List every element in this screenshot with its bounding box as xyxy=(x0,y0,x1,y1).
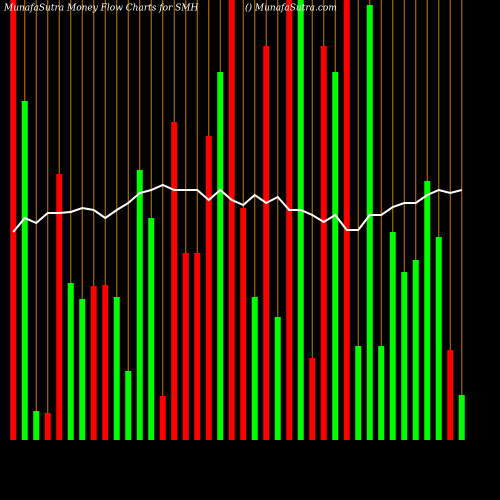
bar xyxy=(21,101,28,440)
bar xyxy=(44,413,51,440)
bar xyxy=(378,346,385,440)
bar xyxy=(205,136,212,440)
bar xyxy=(366,5,373,440)
bar xyxy=(136,170,143,440)
bar xyxy=(435,237,442,440)
bar xyxy=(332,72,339,440)
bar xyxy=(90,286,97,440)
bar xyxy=(355,346,362,440)
bar xyxy=(412,260,419,440)
bar xyxy=(10,0,17,440)
bar xyxy=(171,122,178,440)
line xyxy=(12,183,463,233)
bar xyxy=(125,371,132,440)
bar xyxy=(102,285,109,440)
bar xyxy=(297,0,304,440)
bar xyxy=(56,174,63,440)
bar xyxy=(251,297,258,440)
bar xyxy=(458,395,465,440)
bar xyxy=(263,46,270,440)
bar xyxy=(286,0,293,440)
bar xyxy=(309,358,316,440)
bar xyxy=(113,297,120,440)
bar xyxy=(240,208,247,440)
bar xyxy=(401,272,408,440)
bar xyxy=(67,283,74,440)
bar xyxy=(194,253,201,440)
bar xyxy=(447,350,454,440)
bar xyxy=(320,46,327,440)
bar xyxy=(159,396,166,440)
bar xyxy=(148,218,155,440)
bar xyxy=(217,72,224,440)
bar xyxy=(274,317,281,440)
bar xyxy=(424,181,431,440)
chart-title: MunafaSutra Money Flow Charts for SMH xyxy=(3,4,199,14)
plot-area xyxy=(10,0,465,440)
bar xyxy=(79,299,86,440)
bar xyxy=(182,253,189,440)
watermark: () MunafaSutra.com xyxy=(245,3,337,14)
bar xyxy=(343,0,350,440)
bar xyxy=(228,0,235,440)
bar xyxy=(33,411,40,440)
bar xyxy=(389,232,396,440)
